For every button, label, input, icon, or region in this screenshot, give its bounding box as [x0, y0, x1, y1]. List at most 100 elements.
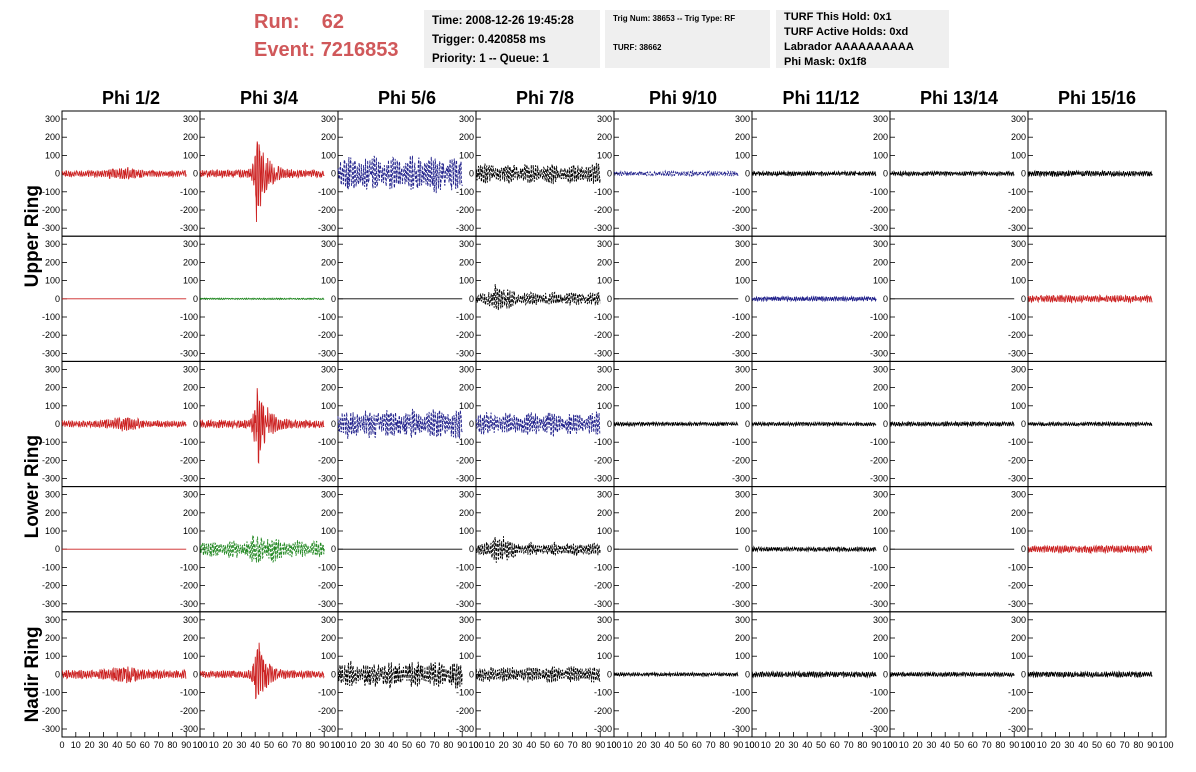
y-tick-label: 0: [193, 419, 198, 429]
y-tick-label: 100: [735, 651, 750, 661]
labrador-line: Labrador AAAAAAAAAA: [784, 41, 914, 53]
y-tick-label: -200: [318, 205, 336, 215]
y-tick-label: 300: [735, 364, 750, 374]
waveform-series: [475, 284, 601, 311]
y-tick-label: 0: [469, 669, 474, 679]
waveform-series: [199, 642, 325, 700]
y-tick-label: 200: [597, 383, 612, 393]
y-tick-label: -300: [1008, 474, 1026, 484]
y-tick-label: -300: [318, 348, 336, 358]
y-tick-label: 200: [735, 257, 750, 267]
waveform-series: [889, 169, 1015, 178]
y-tick-label: -300: [732, 348, 750, 358]
y-tick-label: 200: [735, 508, 750, 518]
y-tick-label: -100: [732, 437, 750, 447]
y-tick-label: 100: [735, 526, 750, 536]
y-tick-label: 300: [183, 615, 198, 625]
y-tick-label: 0: [331, 669, 336, 679]
y-tick-label: 0: [607, 294, 612, 304]
x-tick-label: 60: [554, 740, 564, 750]
phi-header: Phi 15/16: [1058, 88, 1136, 108]
y-tick-label: -200: [180, 581, 198, 591]
y-tick-label: 300: [45, 114, 60, 124]
y-tick-label: -100: [42, 562, 60, 572]
y-tick-label: 200: [873, 508, 888, 518]
x-tick-label: 80: [443, 740, 453, 750]
y-tick-label: -200: [180, 706, 198, 716]
y-tick-label: 300: [45, 239, 60, 249]
y-tick-label: -300: [1008, 348, 1026, 358]
waveform-series: [1027, 420, 1153, 428]
x-tick-label: 70: [430, 740, 440, 750]
x-tick-label: 50: [954, 740, 964, 750]
y-tick-label: 100: [321, 526, 336, 536]
y-tick-label: 200: [321, 132, 336, 142]
y-tick-label: 0: [883, 419, 888, 429]
timing-info-box: Time: 2008-12-26 19:45:28 Trigger: 0.420…: [424, 10, 600, 68]
x-tick-label: 50: [816, 740, 826, 750]
priority-line: Priority: 1 -- Queue: 1: [432, 53, 549, 65]
y-tick-label: 100: [597, 150, 612, 160]
waveform-series: [61, 167, 187, 180]
phi-header: Phi 7/8: [516, 88, 574, 108]
y-tick-label: 300: [1011, 364, 1026, 374]
x-tick-label: 90: [181, 740, 191, 750]
y-tick-label: 300: [597, 490, 612, 500]
y-tick-label: -200: [456, 706, 474, 716]
x-tick-label: 80: [167, 740, 177, 750]
x-tick-label: 40: [388, 740, 398, 750]
y-tick-label: -300: [870, 223, 888, 233]
y-tick-label: 200: [45, 257, 60, 267]
y-tick-label: -200: [870, 455, 888, 465]
y-tick-label: 200: [45, 383, 60, 393]
waveform-series: [889, 420, 1015, 428]
y-tick-label: 100: [873, 651, 888, 661]
y-tick-label: 300: [735, 490, 750, 500]
y-tick-label: -200: [594, 205, 612, 215]
x-tick-label: 10: [1037, 740, 1047, 750]
x-tick-label: 40: [664, 740, 674, 750]
x-tick-label: 0: [611, 740, 616, 750]
y-tick-label: -200: [594, 455, 612, 465]
y-tick-label: 0: [469, 294, 474, 304]
x-tick-label: 50: [1092, 740, 1102, 750]
y-tick-label: -200: [318, 455, 336, 465]
x-tick-label: 20: [637, 740, 647, 750]
y-tick-label: 200: [183, 132, 198, 142]
y-tick-label: 200: [735, 132, 750, 142]
x-tick-label: 80: [857, 740, 867, 750]
y-tick-label: 300: [1011, 490, 1026, 500]
y-tick-label: 0: [745, 544, 750, 554]
y-tick-label: 300: [183, 114, 198, 124]
x-tick-label: 100: [744, 740, 759, 750]
y-tick-label: 0: [745, 294, 750, 304]
x-tick-label: 80: [719, 740, 729, 750]
y-tick-label: -200: [870, 205, 888, 215]
y-tick-label: -200: [318, 330, 336, 340]
ring-label: Upper Ring: [22, 185, 43, 287]
x-tick-label: 50: [540, 740, 550, 750]
y-tick-label: 100: [873, 150, 888, 160]
trig-num-line: Trig Num: 38653 -- Trig Type: RF: [613, 14, 736, 23]
y-tick-label: -300: [180, 724, 198, 734]
y-tick-label: -100: [180, 187, 198, 197]
y-tick-label: 0: [607, 669, 612, 679]
y-tick-label: 300: [183, 239, 198, 249]
y-tick-label: 100: [45, 526, 60, 536]
y-tick-label: -100: [42, 187, 60, 197]
y-tick-label: -100: [456, 187, 474, 197]
waveform-series: [751, 545, 877, 553]
x-tick-label: 50: [402, 740, 412, 750]
y-tick-label: 100: [735, 401, 750, 411]
y-tick-label: 300: [459, 114, 474, 124]
y-tick-label: -100: [870, 688, 888, 698]
y-tick-label: 0: [55, 294, 60, 304]
y-tick-label: 0: [331, 169, 336, 179]
x-tick-label: 30: [512, 740, 522, 750]
x-tick-label: 10: [209, 740, 219, 750]
y-tick-label: 0: [469, 419, 474, 429]
y-tick-label: 0: [193, 669, 198, 679]
y-tick-label: 100: [459, 401, 474, 411]
phi-header: Phi 3/4: [240, 88, 298, 108]
x-tick-label: 70: [568, 740, 578, 750]
